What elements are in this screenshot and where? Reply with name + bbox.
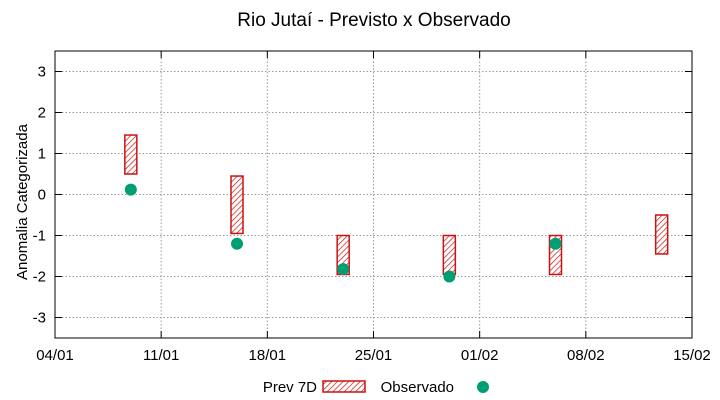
y-tick-label: 3 [38,64,46,81]
legend: Prev 7D Observado [263,379,489,396]
observed-point [337,263,350,276]
chart-title: Rio Jutaí - Previsto x Observado [237,10,511,31]
x-tick-label: 25/01 [355,347,393,364]
x-ticks: 04/01 11/01 18/01 25/01 01/02 08/02 15/02 [36,51,711,364]
y-tick-label: -1 [33,228,46,245]
observed-point [231,237,243,250]
forecast-interval-bar [230,175,244,235]
y-tick-label: 2 [38,105,46,122]
forecast-interval-bar [124,134,138,175]
y-tick-label: -3 [33,310,46,327]
observed-point [443,270,456,283]
observed-point [124,183,137,196]
grid [55,51,692,338]
forecast-interval-bar [442,234,457,276]
forecast-interval-bar [654,214,669,255]
x-tick-label: 11/01 [143,347,179,364]
series-observado [124,183,562,283]
x-tick-label: 08/02 [567,347,605,364]
series-prev-7d [124,134,669,276]
legend-label-observado: Observado [381,379,454,396]
x-tick-label: 15/02 [673,347,711,364]
x-tick-label: 04/01 [36,347,74,364]
observed-point [549,237,562,250]
legend-swatch-prev-7d [322,380,366,393]
y-tick-label: -2 [33,269,46,286]
legend-label-prev-7d: Prev 7D [263,379,317,396]
x-tick-label: 18/01 [249,347,287,364]
y-axis-label: Anomalia Categorizada [14,123,31,280]
legend-marker-observado [477,381,489,393]
y-tick-label: 0 [38,187,46,204]
x-tick-label: 01/02 [461,347,499,364]
y-tick-label: 1 [38,146,46,163]
y-ticks: 3 2 1 0 -1 -2 -3 [33,64,692,327]
